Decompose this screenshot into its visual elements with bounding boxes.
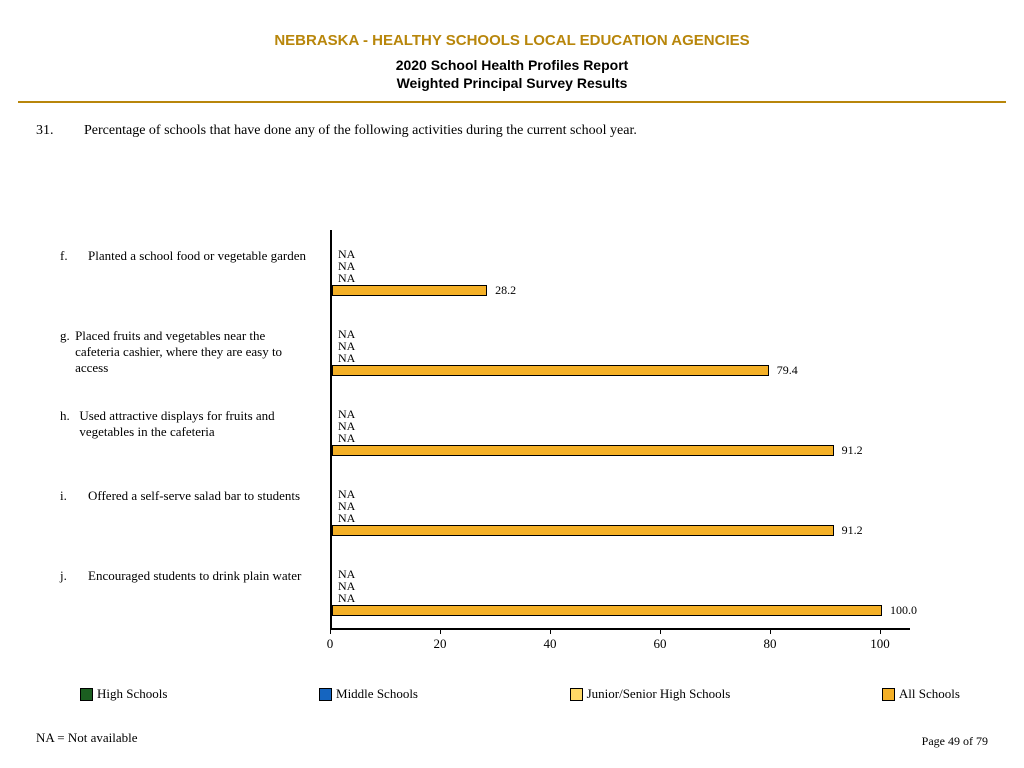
bar-value-label: 100.0	[882, 603, 917, 618]
item-text: Encouraged students to drink plain water	[88, 568, 301, 584]
bar-value-label: 28.2	[487, 283, 516, 298]
item-text: Planted a school food or vegetable garde…	[88, 248, 306, 264]
bar-value-label: 91.2	[834, 523, 863, 538]
na-value: NA	[332, 340, 798, 352]
x-tick	[550, 628, 551, 634]
x-axis	[330, 628, 910, 630]
na-footnote: NA = Not available	[36, 730, 138, 746]
bar	[332, 445, 834, 456]
item-letter: j.	[60, 568, 88, 584]
page-number: Page 49 of 79	[922, 734, 988, 749]
chart-legend: High Schools Middle Schools Junior/Senior …	[80, 686, 960, 702]
x-tick-label: 60	[645, 636, 675, 652]
na-value: NA	[332, 432, 863, 444]
question-text: Percentage of schools that have done any…	[84, 123, 637, 139]
bar	[332, 525, 834, 536]
report-page: NEBRASKA - HEALTHY SCHOOLS LOCAL EDUCATI…	[0, 0, 1024, 768]
item-label: f.Planted a school food or vegetable gar…	[60, 248, 310, 264]
bar-value-label: 79.4	[769, 363, 798, 378]
x-tick-label: 100	[865, 636, 895, 652]
x-tick-label: 20	[425, 636, 455, 652]
x-tick	[660, 628, 661, 634]
header-rule	[18, 101, 1006, 103]
legend-item: All Schools	[882, 686, 960, 702]
bar-row: 28.2	[332, 284, 516, 296]
na-value: NA	[332, 260, 516, 272]
bar-chart: 0 20 40 60 80 100 f.Planted a school food or v…	[60, 230, 980, 650]
legend-swatch	[319, 688, 332, 701]
legend-swatch	[882, 688, 895, 701]
item-label: g.Placed fruits and vegetables near the …	[60, 328, 310, 376]
x-tick	[880, 628, 881, 634]
item-letter: g.	[60, 328, 75, 376]
item-label: i.Offered a self-serve salad bar to stud…	[60, 488, 310, 504]
na-value: NA	[332, 408, 863, 420]
na-value: NA	[332, 488, 863, 500]
bar-row: 79.4	[332, 364, 798, 376]
item-letter: h.	[60, 408, 79, 440]
legend-label: All Schools	[899, 686, 960, 702]
question-row: 31. Percentage of schools that have done…	[36, 123, 1024, 139]
na-value: NA	[332, 580, 917, 592]
na-value: NA	[332, 352, 798, 364]
x-tick	[440, 628, 441, 634]
legend-label: Middle Schools	[336, 686, 418, 702]
legend-item: Junior/Senior High Schools	[570, 686, 731, 702]
na-value: NA	[332, 512, 863, 524]
na-value: NA	[332, 592, 917, 604]
bar-group: NANANA91.2	[332, 488, 863, 536]
legend-swatch	[80, 688, 93, 701]
x-tick	[330, 628, 331, 634]
bar-row: 100.0	[332, 604, 917, 616]
item-letter: f.	[60, 248, 88, 264]
legend-label: Junior/Senior High Schools	[587, 686, 731, 702]
legend-item: High Schools	[80, 686, 167, 702]
na-value: NA	[332, 248, 516, 260]
na-value: NA	[332, 500, 863, 512]
legend-label: High Schools	[97, 686, 167, 702]
na-value: NA	[332, 568, 917, 580]
item-label: h.Used attractive displays for fruits an…	[60, 408, 310, 440]
bar-group: NANANA91.2	[332, 408, 863, 456]
legend-swatch	[570, 688, 583, 701]
bar-group: NANANA100.0	[332, 568, 917, 616]
bar	[332, 605, 882, 616]
item-text: Used attractive displays for fruits and …	[79, 408, 310, 440]
x-tick-label: 40	[535, 636, 565, 652]
bar	[332, 285, 487, 296]
item-letter: i.	[60, 488, 88, 504]
x-tick-label: 0	[315, 636, 345, 652]
x-tick	[770, 628, 771, 634]
bar-value-label: 91.2	[834, 443, 863, 458]
header-subtitle-1: 2020 School Health Profiles Report	[0, 57, 1024, 73]
item-label: j.Encouraged students to drink plain wat…	[60, 568, 310, 584]
x-tick-label: 80	[755, 636, 785, 652]
header-subtitle-2: Weighted Principal Survey Results	[0, 75, 1024, 91]
bar	[332, 365, 769, 376]
bar-row: 91.2	[332, 444, 863, 456]
legend-item: Middle Schools	[319, 686, 418, 702]
item-text: Placed fruits and vegetables near the ca…	[75, 328, 310, 376]
bar-group: NANANA79.4	[332, 328, 798, 376]
na-value: NA	[332, 328, 798, 340]
header-main-title: NEBRASKA - HEALTHY SCHOOLS LOCAL EDUCATI…	[0, 0, 1024, 49]
item-text: Offered a self-serve salad bar to studen…	[88, 488, 300, 504]
question-number: 31.	[36, 123, 84, 139]
bar-group: NANANA28.2	[332, 248, 516, 296]
bar-row: 91.2	[332, 524, 863, 536]
na-value: NA	[332, 420, 863, 432]
